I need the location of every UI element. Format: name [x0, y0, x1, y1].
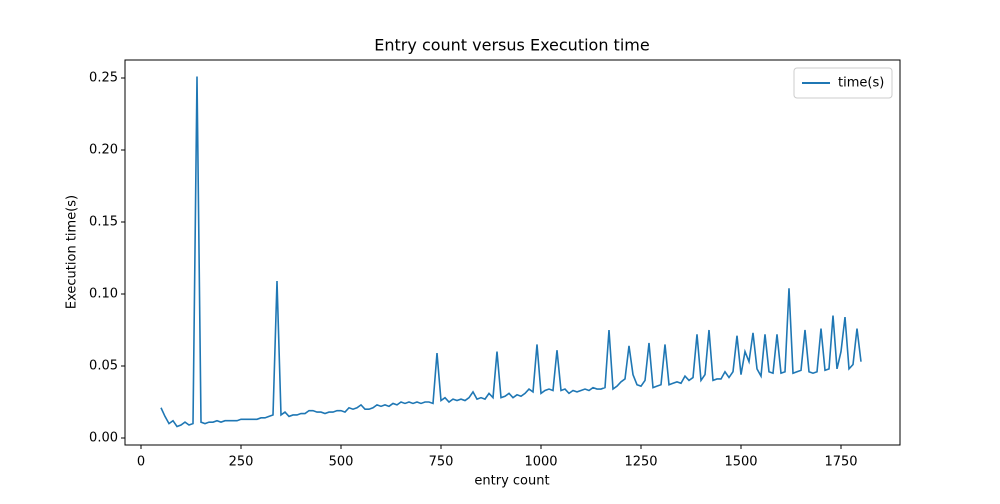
x-axis-label: entry count [474, 474, 549, 489]
y-tick-label: 0.05 [89, 359, 118, 374]
legend-label: time(s) [838, 76, 884, 91]
x-tick-label: 1500 [724, 455, 757, 470]
y-tick-label: 0.00 [89, 431, 118, 446]
chart-title: Entry count versus Execution time [374, 36, 649, 55]
x-tick-label: 1250 [624, 455, 657, 470]
legend-box [793, 67, 893, 99]
y-tick-label: 0.25 [89, 71, 118, 86]
y-tick-label: 0.10 [89, 287, 118, 302]
y-tick-label: 0.20 [89, 143, 118, 158]
series-line [160, 76, 862, 428]
x-tick-label: 1750 [824, 455, 857, 470]
x-tick-label: 500 [329, 455, 354, 470]
y-tick-label: 0.15 [89, 215, 118, 230]
x-tick-label: 750 [429, 455, 454, 470]
x-tick-label: 0 [137, 455, 145, 470]
plot-frame [124, 59, 901, 446]
x-tick-label: 1000 [524, 455, 557, 470]
x-tick-label: 250 [229, 455, 254, 470]
y-axis-label: Execution time(s) [65, 195, 80, 309]
